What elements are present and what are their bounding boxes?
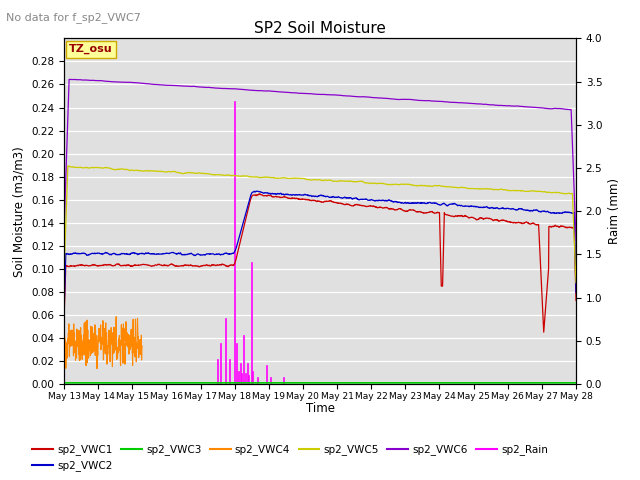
X-axis label: Time: Time <box>305 402 335 415</box>
Y-axis label: Soil Moisture (m3/m3): Soil Moisture (m3/m3) <box>13 146 26 276</box>
Text: TZ_osu: TZ_osu <box>69 44 113 55</box>
Title: SP2 Soil Moisture: SP2 Soil Moisture <box>254 21 386 36</box>
Y-axis label: Raim (mm): Raim (mm) <box>608 178 621 244</box>
Legend: sp2_VWC1, sp2_VWC2, sp2_VWC3, sp2_VWC4, sp2_VWC5, sp2_VWC6, sp2_Rain: sp2_VWC1, sp2_VWC2, sp2_VWC3, sp2_VWC4, … <box>28 440 552 476</box>
Text: No data for f_sp2_VWC7: No data for f_sp2_VWC7 <box>6 12 141 23</box>
